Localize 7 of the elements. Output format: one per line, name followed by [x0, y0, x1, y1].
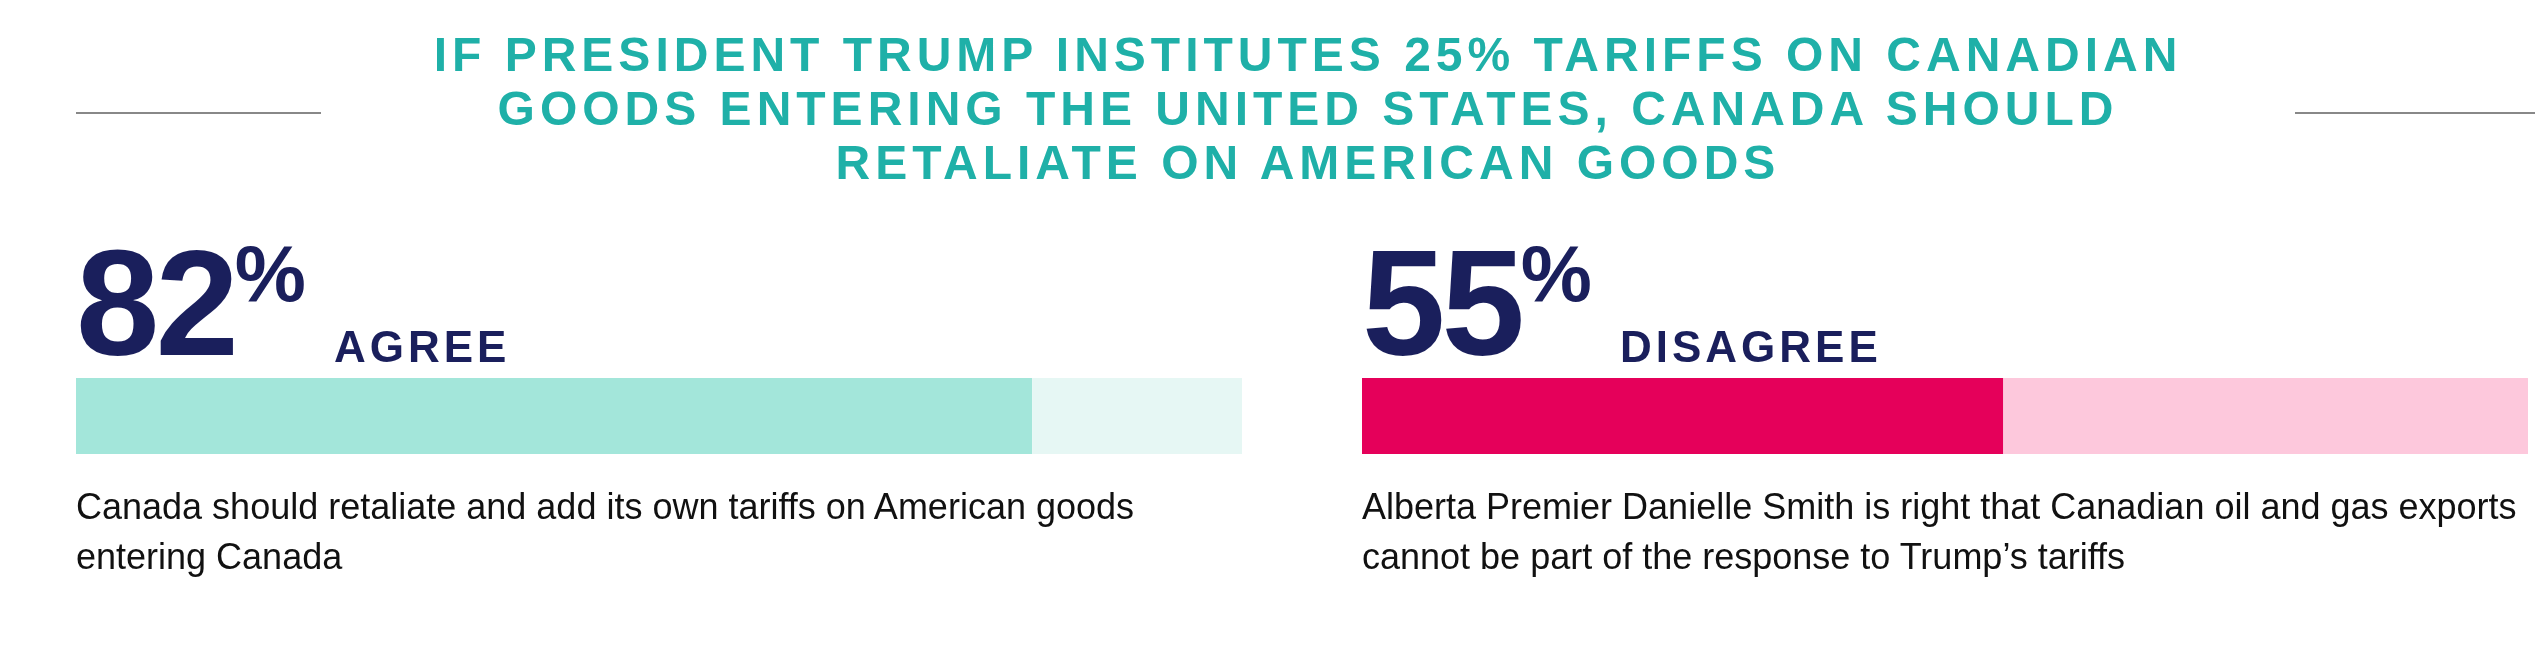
- data-label: 82%: [76, 219, 306, 387]
- series-label: AGREE: [334, 322, 511, 372]
- text: Canada should retaliate and add its own tariffs on American goods entering Canada: [76, 485, 1135, 580]
- series-label: DISAGREE: [1620, 322, 1882, 372]
- text: Alberta Premier Danielle Smith is right that Canadian oil and gas exports cannot be part of the response to Trump’s tariffs: [1362, 485, 2518, 580]
- chart-title: IF PRESIDENT TRUMP INSTITUTES 25% TARIFFS ON CANADIAN GOODS ENTERING THE UNITED STATES, CANADA SHOULD RETALIATE ON AMERICAN GOODS: [432, 28, 2184, 191]
- data-label: 55%: [1362, 219, 1592, 387]
